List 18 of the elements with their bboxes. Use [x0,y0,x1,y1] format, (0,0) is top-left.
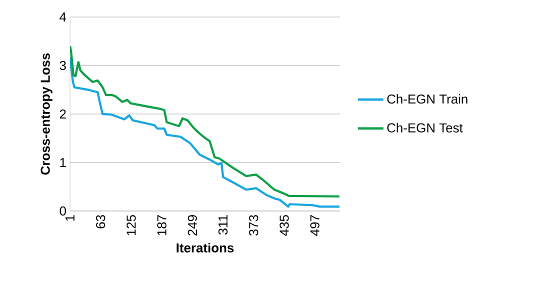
y-tick-label: 1 [60,158,66,167]
x-axis-title: Iterations [176,242,234,252]
y-tick-label: 3 [60,60,66,70]
x-tick-label: 249 [188,215,197,236]
y-tick-label: 4 [60,12,66,22]
x-tick-label: 1 [66,215,74,221]
x-tick-label: 497 [310,215,320,236]
x-tick-label: 187 [157,215,166,236]
x-tick-label: 435 [280,215,289,236]
x-tick-label: 125 [126,215,136,236]
x-tick-label: 373 [249,215,258,236]
y-tick-label: 2 [60,109,66,119]
x-tick-label: 311 [218,215,228,235]
x-tick-label: 63 [96,215,106,228]
legend-label: Ch-EGN Train [387,94,468,104]
y-axis-title: Cross-entropy Loss [40,53,52,175]
y-tick-label: 0 [60,206,66,216]
legend-label: Ch-EGN Test [387,122,463,132]
